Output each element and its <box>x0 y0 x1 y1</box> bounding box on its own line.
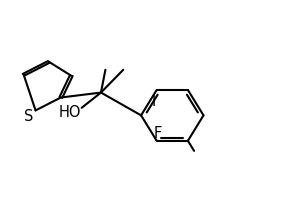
Text: HO: HO <box>58 104 81 119</box>
Text: F: F <box>154 125 162 140</box>
Text: S: S <box>24 108 34 123</box>
Text: I: I <box>152 93 156 108</box>
